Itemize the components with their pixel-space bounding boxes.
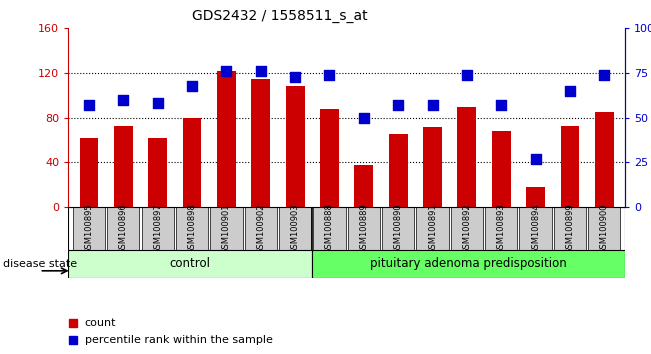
Bar — [382, 207, 414, 250]
Bar — [210, 207, 243, 250]
Bar — [526, 187, 545, 207]
Point — [531, 156, 541, 162]
Bar — [312, 250, 625, 278]
Text: GSM100902: GSM100902 — [256, 203, 265, 253]
Bar — [245, 207, 277, 250]
Point — [152, 101, 163, 106]
Point — [496, 102, 506, 108]
Bar — [73, 207, 105, 250]
Bar — [251, 79, 270, 207]
Text: percentile rank within the sample: percentile rank within the sample — [85, 335, 273, 345]
Point — [187, 83, 197, 88]
Point — [256, 68, 266, 74]
Bar — [389, 135, 408, 207]
Bar — [286, 86, 305, 207]
Point — [565, 88, 575, 94]
Bar — [320, 109, 339, 207]
Bar — [423, 127, 442, 207]
Bar — [417, 207, 449, 250]
Text: pituitary adenoma predisposition: pituitary adenoma predisposition — [370, 257, 567, 270]
Point — [324, 72, 335, 78]
Text: GSM100898: GSM100898 — [187, 203, 197, 254]
Bar — [485, 207, 518, 250]
Bar — [114, 126, 133, 207]
Text: GSM100892: GSM100892 — [462, 203, 471, 254]
Bar — [348, 207, 380, 250]
Text: disease state: disease state — [3, 259, 77, 269]
Text: count: count — [85, 318, 116, 328]
Point — [84, 102, 94, 108]
Bar — [554, 207, 586, 250]
Bar — [141, 207, 174, 250]
Text: GSM100899: GSM100899 — [566, 203, 574, 254]
Bar — [519, 207, 552, 250]
Text: GSM100889: GSM100889 — [359, 203, 368, 254]
Bar — [589, 207, 620, 250]
Text: GSM100891: GSM100891 — [428, 203, 437, 254]
Bar — [561, 126, 579, 207]
Point — [359, 115, 369, 121]
Point — [393, 102, 404, 108]
Point — [290, 74, 300, 79]
Bar — [279, 207, 311, 250]
Bar — [182, 118, 202, 207]
Bar — [176, 207, 208, 250]
Text: GSM100895: GSM100895 — [85, 203, 94, 254]
Bar — [107, 207, 139, 250]
Text: GSM100893: GSM100893 — [497, 203, 506, 254]
Bar — [450, 207, 483, 250]
Text: GSM100903: GSM100903 — [290, 203, 299, 254]
Text: GSM100897: GSM100897 — [153, 203, 162, 254]
Bar — [79, 138, 98, 207]
Text: GSM100896: GSM100896 — [119, 203, 128, 254]
Bar — [68, 250, 312, 278]
Text: GSM100890: GSM100890 — [394, 203, 403, 254]
Text: GSM100901: GSM100901 — [222, 203, 231, 253]
Bar — [313, 207, 346, 250]
Point — [427, 102, 437, 108]
Bar — [354, 165, 373, 207]
Text: GDS2432 / 1558511_s_at: GDS2432 / 1558511_s_at — [192, 9, 368, 23]
Text: control: control — [170, 257, 211, 270]
Point — [599, 72, 609, 78]
Text: GSM100888: GSM100888 — [325, 203, 334, 254]
Bar — [458, 107, 477, 207]
Point — [462, 72, 472, 78]
Bar — [148, 138, 167, 207]
Text: GSM100900: GSM100900 — [600, 203, 609, 253]
Bar — [492, 131, 511, 207]
Bar — [217, 71, 236, 207]
Text: GSM100894: GSM100894 — [531, 203, 540, 254]
Bar — [595, 112, 614, 207]
Point — [221, 68, 232, 74]
Point — [118, 97, 128, 103]
